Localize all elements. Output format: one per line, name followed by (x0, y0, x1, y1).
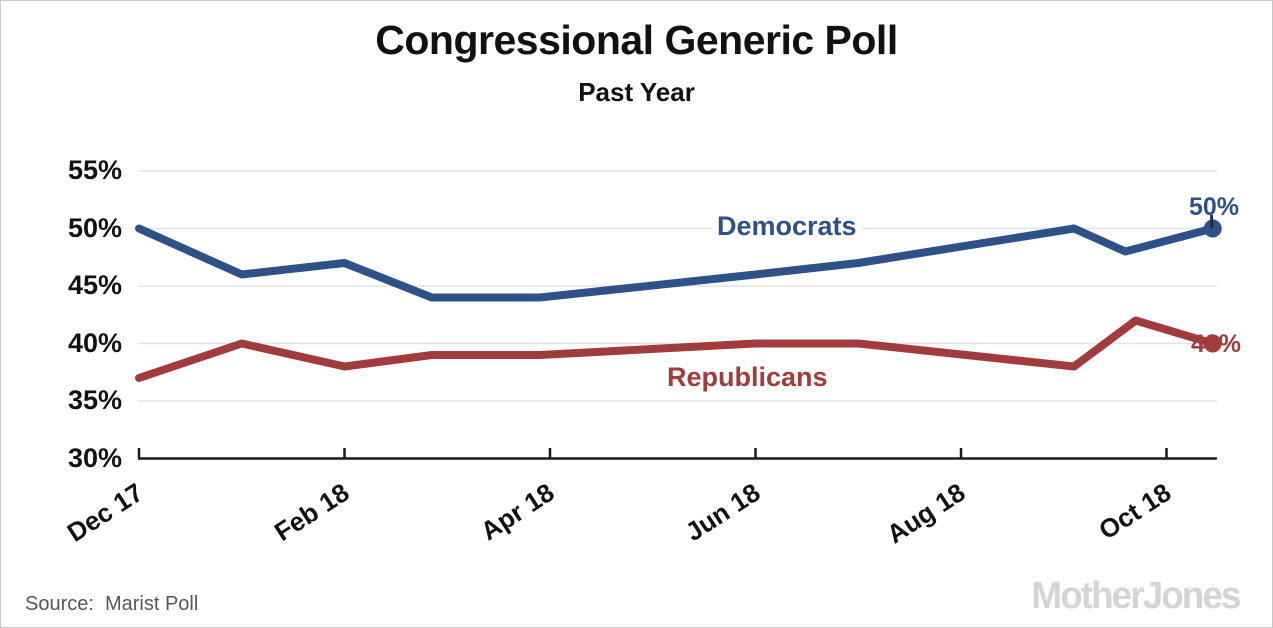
cursor-artifact (1210, 215, 1214, 228)
end-dot-democrats (1203, 219, 1222, 238)
chart-title: Congressional Generic Poll (375, 17, 898, 63)
y-tick-label-50: 50% (67, 212, 122, 243)
y-tick-label-40: 40% (67, 327, 122, 358)
motherjones-logo: MotherJones (1030, 575, 1241, 617)
democrats-series-label: Democrats (712, 211, 862, 242)
y-tick-label-35: 35% (67, 385, 122, 415)
source-label: Source: (25, 593, 94, 615)
y-tick-label-30: 30% (67, 442, 122, 473)
source-text: Marist Poll (104, 593, 199, 615)
republicans-series-label: Republicans (662, 362, 833, 393)
republicans-end-value-label: 40% (1190, 330, 1241, 358)
end-dot-republicans (1203, 334, 1222, 353)
democrats-end-value-label: 50% (1188, 193, 1239, 221)
source-line: Source: Marist Poll (25, 593, 198, 616)
chart-subtitle: Past Year (578, 77, 695, 107)
line-republicans (135, 316, 1217, 382)
y-tick-label-55: 55% (67, 155, 122, 185)
y-tick-label-45: 45% (67, 270, 122, 300)
line-democrats (135, 224, 1217, 302)
